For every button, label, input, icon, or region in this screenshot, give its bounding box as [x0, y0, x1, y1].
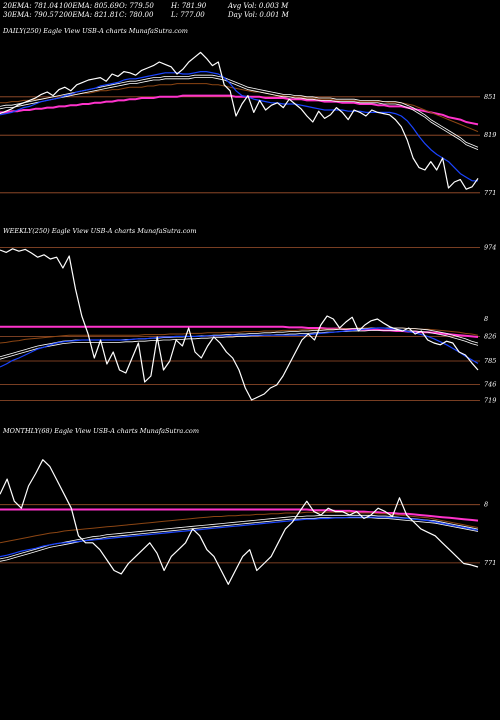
header-open: O: 779.50	[119, 2, 154, 10]
header-stats: 20EMA: 781.04 100EMA: 805.69 O: 779.50 H…	[2, 2, 290, 19]
level-tick-label: 851	[484, 93, 496, 101]
panel-0: 851 819 771	[0, 51, 496, 197]
price-line	[0, 459, 479, 585]
ema_fast-line	[0, 70, 478, 182]
ema_fast-line	[0, 516, 479, 558]
price-line	[0, 51, 479, 190]
panel-1: 974 826 785 746 719 8	[0, 244, 496, 405]
level-tick-label: 771	[484, 189, 496, 197]
ema_mid-line	[0, 514, 479, 560]
header-high: H: 781.90	[170, 2, 207, 10]
level-tick-label: 974	[484, 244, 496, 252]
ema_200-line	[0, 325, 479, 338]
level-tick-label: 785	[484, 357, 496, 365]
panel-2: 8 771	[0, 459, 496, 585]
ema_200-line	[0, 508, 479, 522]
header-avg-vol: Avg Vol: 0.003 M	[227, 2, 289, 10]
plot-area: 851 819 771 974 826 785 746 719 8 8 771	[0, 51, 496, 585]
header-close: C: 780.00	[119, 11, 154, 19]
header-day-vol: Day Vol: 0.001 M	[227, 11, 290, 19]
ema_mid-line	[0, 517, 479, 562]
header-ema30: 30EMA: 790.57	[3, 11, 59, 19]
ema_brown-line	[0, 511, 479, 544]
level-tick-label: 8	[484, 501, 488, 509]
level-tick-label: 819	[484, 131, 496, 139]
ema_200-line	[0, 94, 479, 126]
monthly-panel-label: MONTHLY(68) Eagle View USB-A charts Muna…	[2, 427, 199, 435]
level-tick-label: 826	[484, 332, 496, 340]
level-tick-label: 746	[484, 380, 496, 388]
daily-panel-label: DAILY(250) Eagle View USB-A charts Munaf…	[2, 27, 188, 35]
header-low: L: 777.00	[170, 11, 205, 19]
level-tick-label: 771	[484, 559, 496, 567]
extra-tick-label: 8	[484, 315, 488, 323]
price-line	[0, 248, 479, 401]
ema_mid-line	[0, 77, 479, 150]
header-ema200: 200EMA: 821.81	[58, 11, 119, 19]
header-ema20: 20EMA: 781.04	[2, 2, 58, 10]
weekly-panel-label: WEEKLY(250) Eagle View USB-A charts Muna…	[3, 227, 196, 235]
level-tick-label: 719	[484, 397, 496, 405]
header-ema100: 100EMA: 805.69	[59, 2, 119, 10]
